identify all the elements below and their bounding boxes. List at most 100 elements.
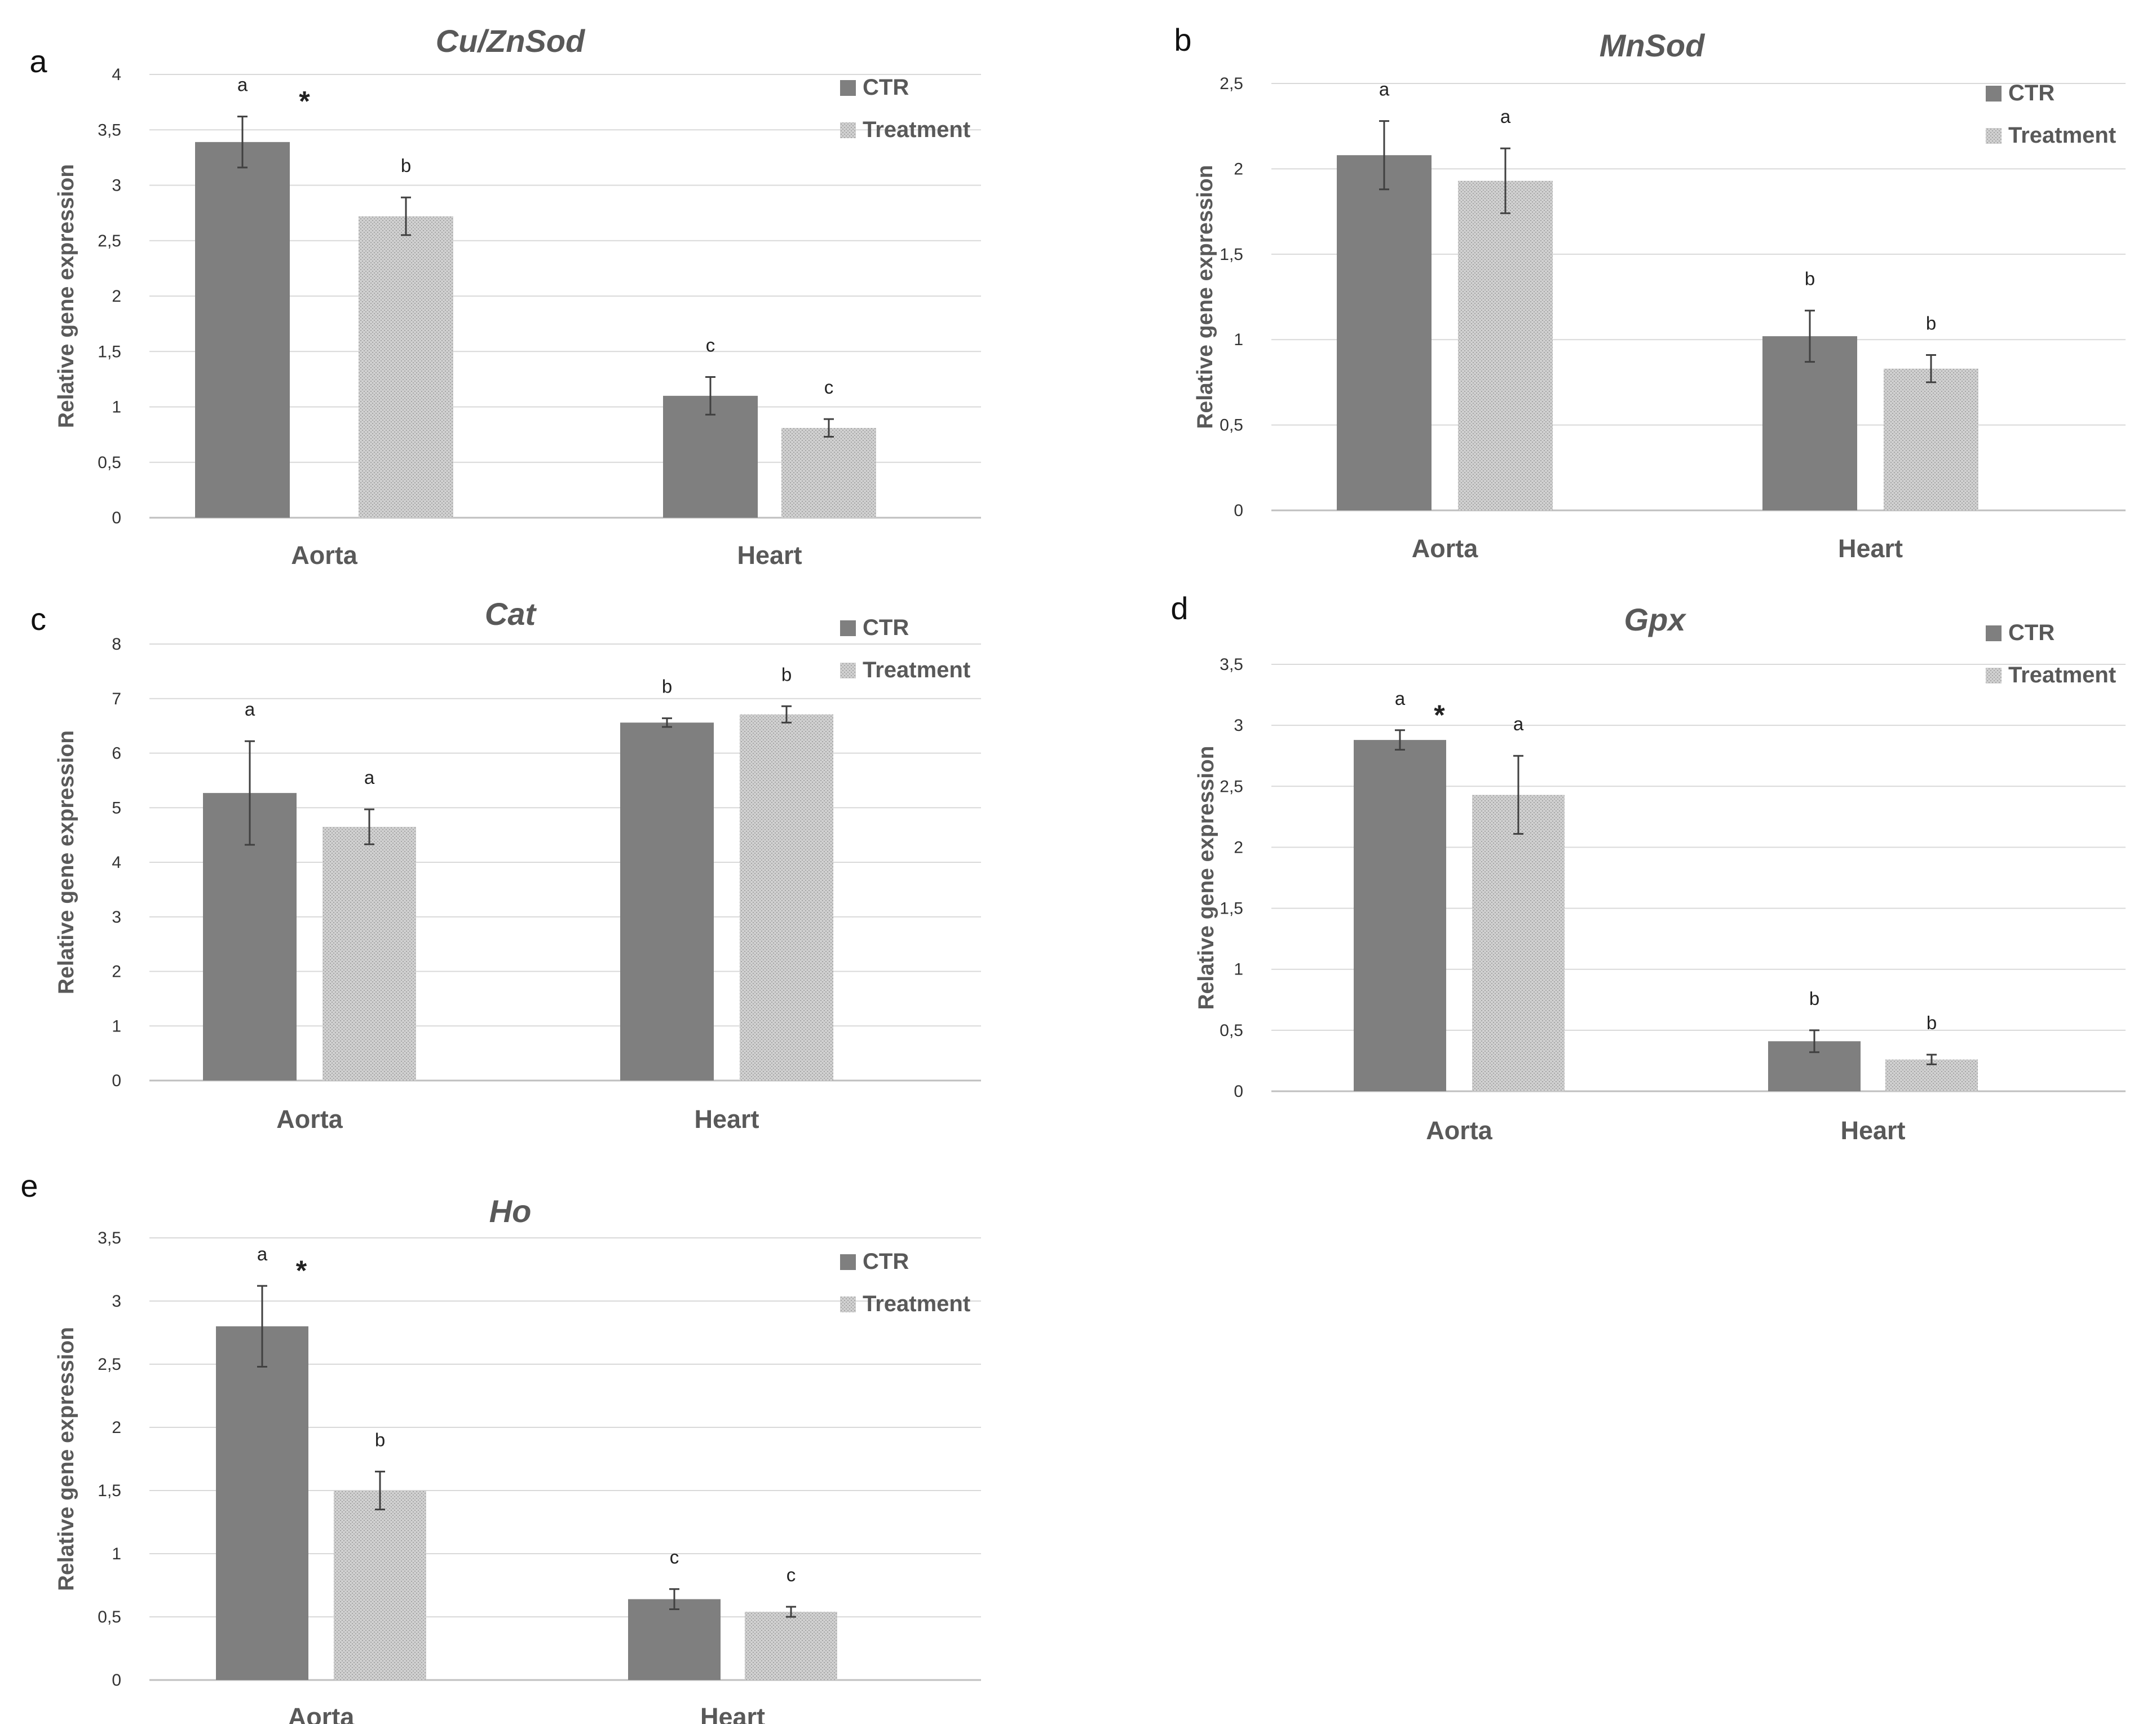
bar-ctr [195,142,290,518]
y-tick-label: 3 [112,1292,121,1311]
legend-swatch-treatment [1986,128,2002,144]
legend-swatch-treatment [840,122,856,138]
legend-swatch-ctr [840,1254,856,1270]
significance-asterisk: * [299,86,310,117]
legend-label: CTR [2008,81,2055,105]
legend-swatch-treatment [1986,668,2002,684]
bar-treatment [359,216,453,518]
significance-letter: b [781,664,792,685]
bar-ctr [1354,740,1446,1091]
bar-treatment [1458,180,1553,510]
significance-letter: a [237,74,248,95]
significance-letter: b [401,155,411,176]
y-tick-label: 1,5 [1220,900,1243,918]
panel-letter: d [1170,590,1188,626]
bar-treatment [781,427,876,518]
y-tick-label: 7 [112,690,121,708]
legend-label: CTR [863,1249,909,1274]
chart-title: Cu/ZnSod [436,23,586,59]
significance-letter: b [662,676,672,697]
bar-ctr [628,1599,721,1680]
significance-asterisk: * [296,1255,307,1286]
bar-ctr [1762,336,1857,510]
chart-title: Gpx [1624,602,1687,637]
y-tick-label: 1,5 [98,1482,121,1500]
significance-letter: a [1395,688,1406,709]
chart-title: Cat [485,596,537,632]
x-tick-label: Heart [737,541,802,570]
y-tick-label: 2 [1234,160,1243,178]
y-tick-label: 1 [112,1017,121,1035]
y-tick-label: 1,5 [1220,245,1243,264]
significance-letter: a [1379,79,1390,100]
significance-letter: a [257,1244,268,1264]
y-tick-label: 2 [112,963,121,981]
y-tick-label: 4 [112,853,121,872]
significance-letter: c [706,334,715,355]
x-tick-label: Heart [700,1703,765,1724]
bar-treatment [334,1491,426,1680]
legend-swatch-treatment [840,1297,856,1312]
x-tick-label: Aorta [1426,1116,1492,1145]
legend-label: CTR [863,75,909,100]
y-tick-label: 0 [1234,1082,1243,1101]
legend-swatch-ctr [1986,625,2002,641]
chart-title: Ho [489,1193,532,1229]
chart-svg: b MnSod Relative gene expression 0 0,5 1 1,5 2 2… [1174,22,2126,563]
legend-label: CTR [863,615,909,640]
y-tick-label: 3 [1234,716,1243,735]
y-tick-label: 3 [112,908,121,927]
panel-e: e Ho Relative gene expression 0 0,5 1 1,5 2 2,5 3… [0,1168,1078,1724]
chart-svg: a Cu/ZnSod Relative gene expression 0 0,5 1 1,… [29,23,981,570]
y-tick-label: 0,5 [1220,416,1243,435]
y-tick-label: 3,5 [98,121,121,139]
panel-letter: c [30,601,46,637]
panel-letter: b [1174,22,1191,58]
y-axis-label: Relative gene expression [54,164,78,428]
bar-treatment [740,714,833,1081]
y-tick-label: 2,5 [98,1355,121,1374]
y-tick-label: 2 [112,1418,121,1437]
y-axis-label: Relative gene expression [54,730,78,994]
legend-label: Treatment [863,658,970,682]
x-tick-label: Heart [694,1105,759,1134]
chart-svg: c Cat Relative gene expression 0 1 2 3 4 5 6 7 8 a b a… [30,596,981,1134]
bar-ctr [216,1326,308,1680]
legend-swatch-ctr [840,80,856,96]
y-axis-label: Relative gene expression [1194,746,1218,1009]
panel-a: a Cu/ZnSod Relative gene expression 0 0,5 1 1,… [0,0,1078,581]
y-tick-label: 1 [112,1545,121,1563]
legend-label: CTR [2008,620,2055,645]
chart-svg: d Gpx Relative gene expression 0 0,5 1 1,5 2 2,5… [1170,590,2126,1145]
significance-letter: b [1927,1012,1937,1033]
legend-label: Treatment [2008,123,2116,148]
y-tick-label: 3 [112,177,121,195]
panel-letter: a [29,43,47,79]
y-tick-label: 8 [112,635,121,654]
x-tick-label: Heart [1838,534,1903,563]
bar-ctr [663,395,758,518]
y-tick-label: 0,5 [98,1608,121,1626]
y-tick-label: 6 [112,744,121,763]
y-tick-label: 0 [1234,501,1243,520]
y-tick-label: 2,5 [1220,74,1243,93]
significance-letter: b [375,1429,385,1450]
y-axis-label: Relative gene expression [1193,165,1217,429]
x-tick-label: Aorta [291,541,357,570]
y-tick-label: 2 [112,287,121,306]
legend-label: Treatment [863,1291,970,1316]
significance-letter: c [824,377,834,398]
legend-label: Treatment [863,117,970,142]
legend-swatch-treatment [840,663,856,678]
y-tick-label: 1 [1234,960,1243,979]
y-tick-label: 4 [112,65,121,84]
chart-svg: e Ho Relative gene expression 0 0,5 1 1,5 2 2,5 3… [20,1168,981,1724]
chart-title: MnSod [1600,28,1706,63]
y-tick-label: 5 [112,799,121,817]
panel-d: d Gpx Relative gene expression 0 0,5 1 1,5 2 2,5… [1145,590,2156,1156]
significance-letter: a [245,699,255,720]
y-tick-label: 0,5 [98,453,121,472]
bar-treatment [322,827,416,1081]
significance-letter: a [1513,713,1524,734]
y-tick-label: 3,5 [1220,655,1243,674]
